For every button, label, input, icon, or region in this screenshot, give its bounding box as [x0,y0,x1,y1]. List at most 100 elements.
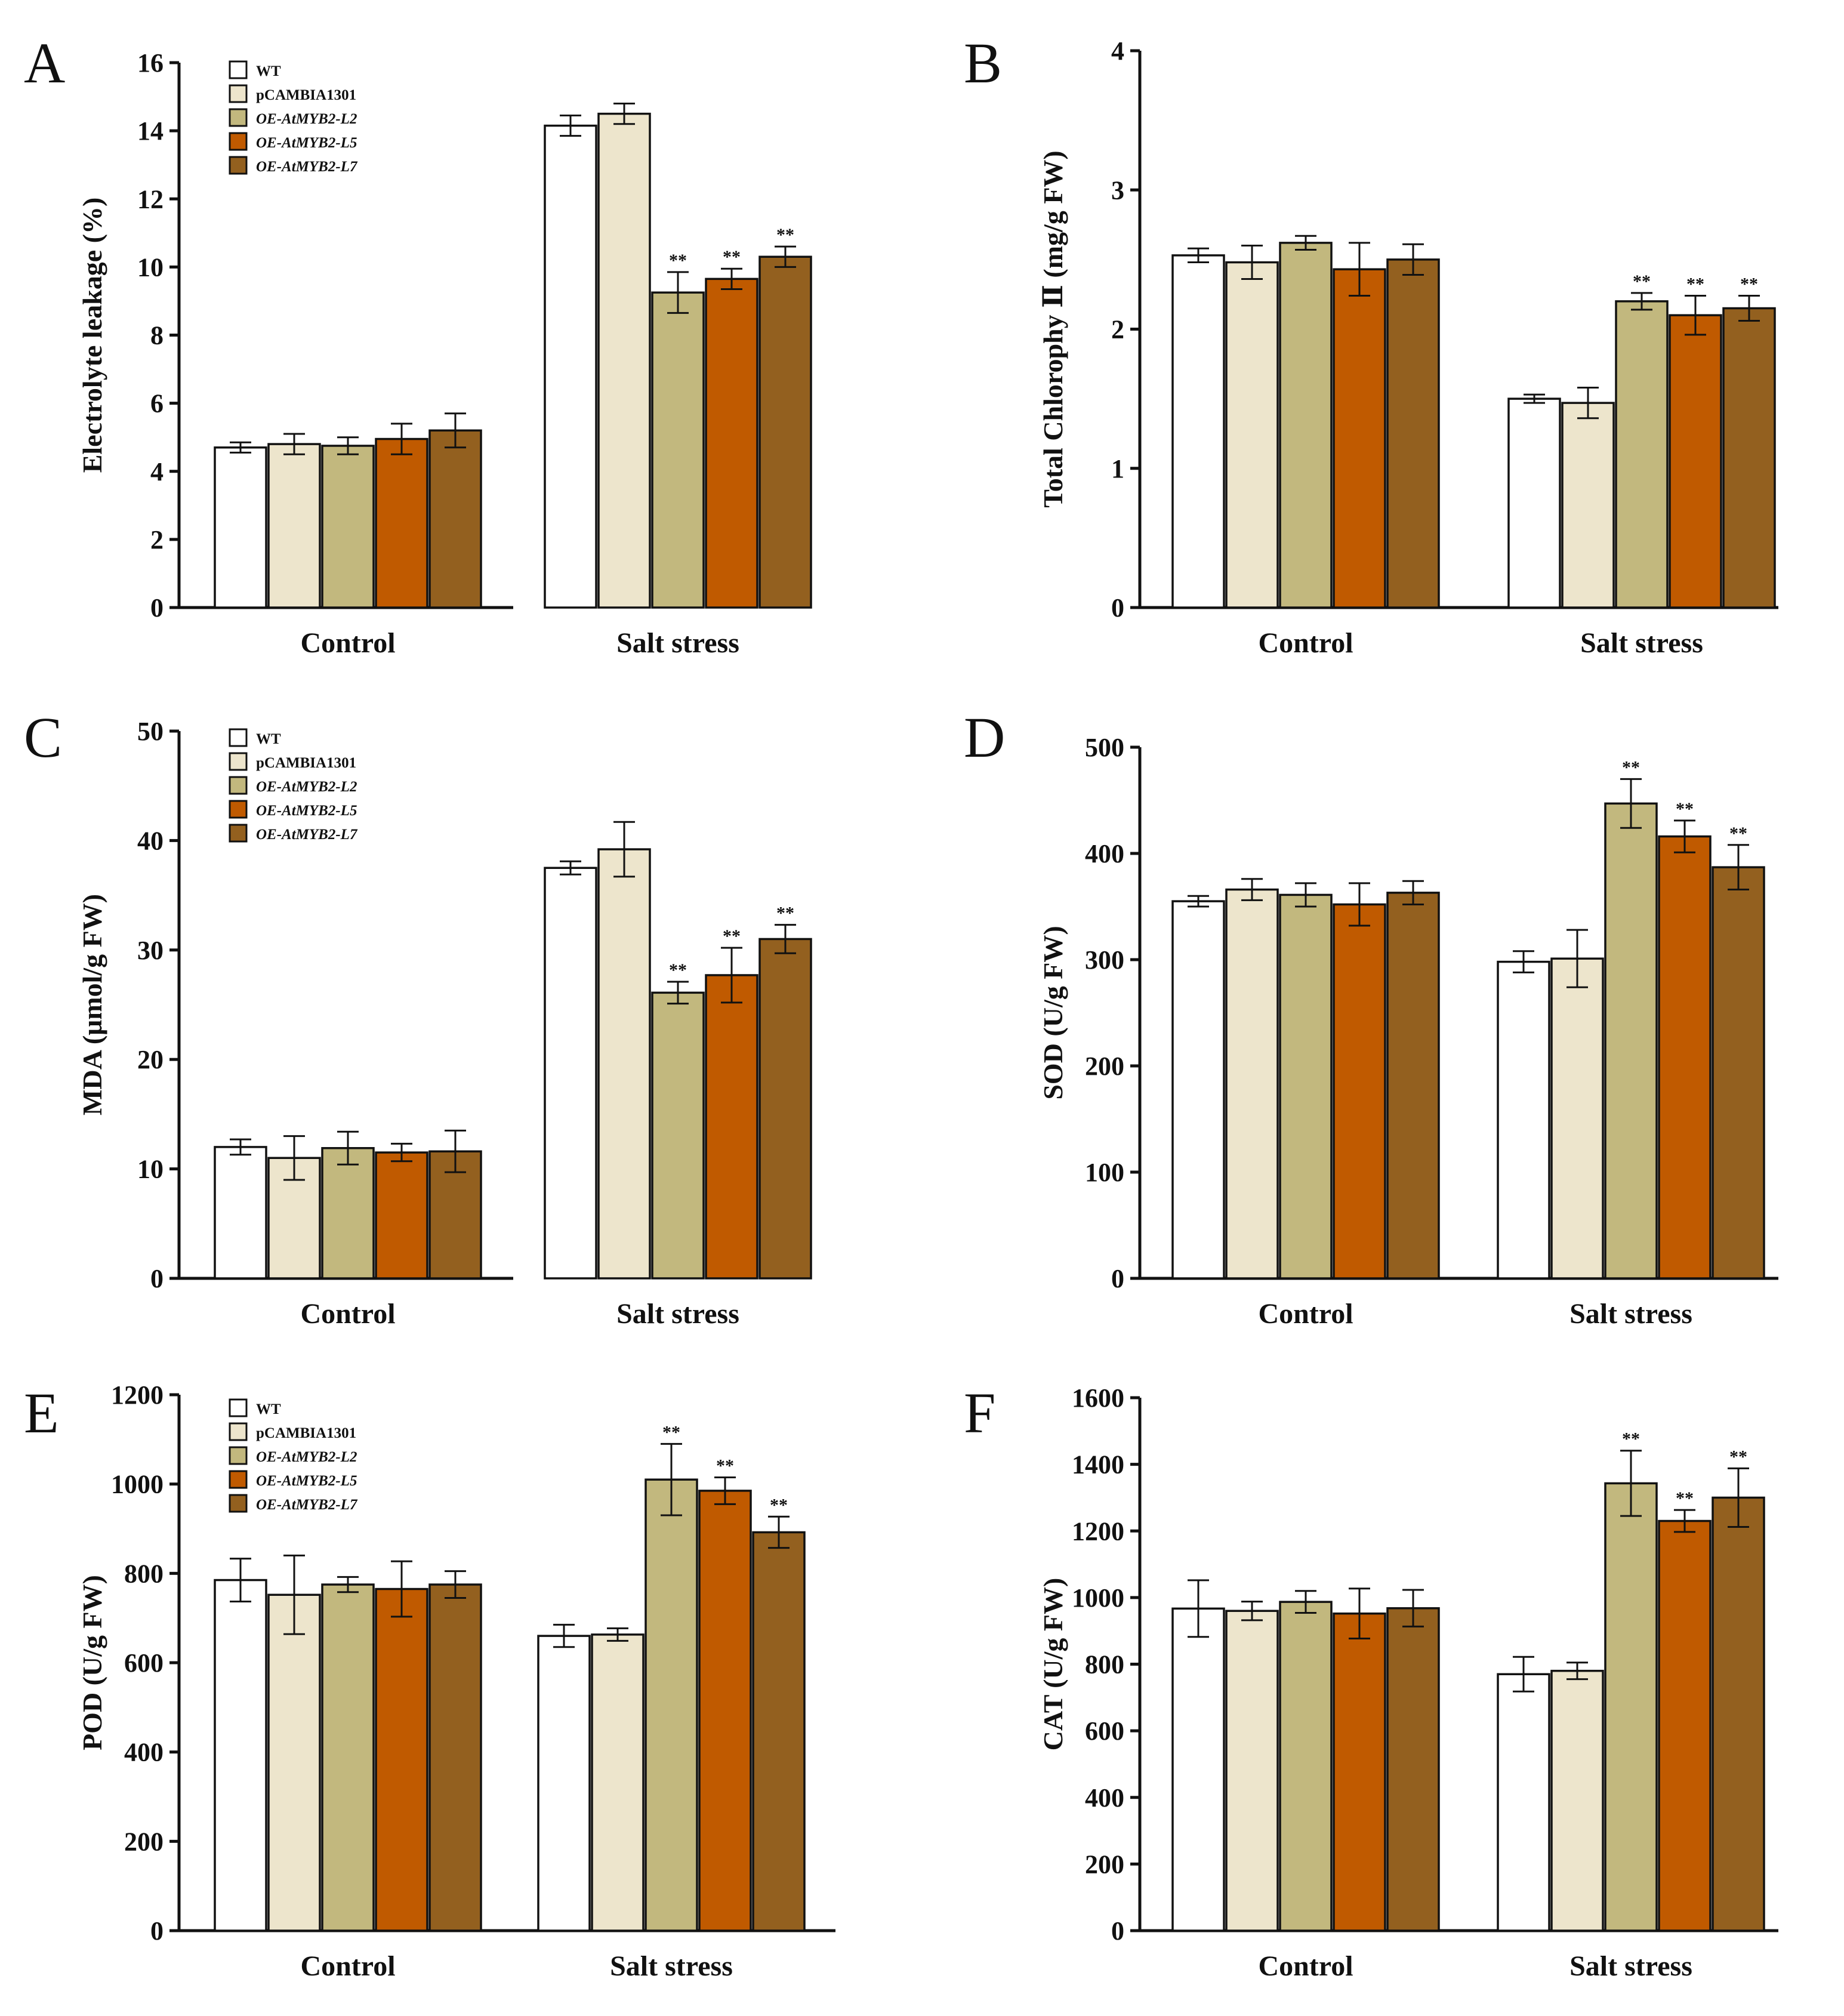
bar [1225,1610,1279,1932]
legend-swatch [229,156,248,175]
legend-label: OE-AtMYB2-L2 [256,111,357,127]
legend-swatch [229,800,248,819]
significance-marker: ** [1622,1429,1640,1449]
y-tick-label: 300 [1085,945,1124,975]
y-tick-label: 4 [1111,36,1124,66]
bar [1225,888,1279,1280]
legend-swatch [229,84,248,103]
x-category-label: Salt stress [610,1950,733,1982]
y-tick-label: 1000 [111,1470,164,1499]
bar [698,1490,752,1932]
y-tick-label: 50 [137,717,164,746]
bar [1712,1496,1765,1932]
y-axis-label: CAT (U/g FW) [1038,1578,1068,1751]
panel-d: D 0 100 200 300 400 500 SOD (U/g FW) Control ** **… [964,705,1778,1330]
legend-swatch [229,132,248,151]
bar [752,1531,806,1932]
legend-swatch [229,728,248,747]
y-tick-label: 12 [137,184,164,214]
bar [1497,960,1550,1280]
legend: WT pCAMBIA1301 OE-AtMYB2-L2 OE-AtMYB2-L5 OE-… [229,728,358,843]
significance-marker: ** [770,1495,788,1515]
bar [375,437,428,609]
y-tick-label: 1600 [1072,1383,1124,1413]
y-tick-label: 3 [1111,175,1124,205]
y-tick-label: 800 [124,1559,164,1588]
legend-label: pCAMBIA1301 [256,87,356,103]
x-category-label: Control [1258,627,1353,659]
significance-marker: ** [669,251,687,270]
bar [651,291,705,609]
y-tick-label: 40 [137,826,164,855]
legend-label: WT [256,731,281,747]
bar [537,1635,591,1932]
bar [597,112,651,609]
panel-a: A 0 2 4 6 8 10 12 14 16 Electrolyte leakage (%) Con… [24,31,812,659]
x-category-label: Salt stress [1569,1950,1692,1982]
y-tick-label: 400 [1085,1783,1124,1812]
bar [1507,397,1561,609]
bar [1561,402,1615,609]
y-tick-label: 0 [1111,593,1124,622]
bar [1386,258,1440,609]
y-axis-label: Total Chlorophy Ⅱ (mg/g FW) [1038,150,1068,508]
bar [1550,1669,1604,1932]
bar [267,443,321,609]
y-tick-label: 2 [1111,315,1124,344]
y-axis-label: Electrolyte leakage (%) [77,198,107,473]
legend-label: pCAMBIA1301 [256,755,356,771]
bar [321,1147,375,1280]
y-tick-label: 16 [137,48,164,78]
significance-marker: ** [723,247,741,267]
x-category-label: Salt stress [616,627,739,659]
y-tick-label: 10 [137,1155,164,1184]
legend-label: OE-AtMYB2-L5 [256,1473,357,1489]
y-tick-label: 100 [1085,1158,1124,1187]
legend-label: WT [256,63,281,79]
bar [1497,1673,1550,1932]
x-category-label: Salt stress [1580,627,1703,659]
bar [1279,1601,1333,1932]
legend-swatch [229,776,248,795]
bar [1171,900,1225,1280]
legend-swatch [229,752,248,771]
bar [1722,307,1776,609]
y-tick-label: 1 [1111,454,1124,483]
bar [758,938,812,1280]
y-axis-label: POD (U/g FW) [77,1575,107,1750]
legend-label: OE-AtMYB2-L7 [256,827,358,843]
y-tick-label: 400 [124,1738,164,1767]
bar [428,1583,482,1932]
y-tick-label: 1000 [1072,1583,1124,1613]
bar [544,124,597,609]
legend-label: pCAMBIA1301 [256,1425,356,1441]
significance-marker: ** [716,1456,734,1475]
panel-f: F 0 200 400 600 800 1000 1200 1400 1600 CAT (U/g F… [964,1381,1778,1982]
significance-marker: ** [1729,1447,1747,1466]
y-tick-label: 20 [137,1045,164,1074]
bar [1225,261,1279,609]
legend: WT pCAMBIA1301 OE-AtMYB2-L2 OE-AtMYB2-L5 OE-… [229,1398,358,1513]
legend-swatch [229,1422,248,1441]
bar [758,255,812,609]
bar [1279,242,1333,609]
bar [1386,892,1440,1280]
bar [375,1151,428,1280]
legend-swatch [229,1398,248,1417]
legend-label: OE-AtMYB2-L2 [256,1449,357,1465]
significance-marker: ** [1740,275,1758,294]
panel-c: C 0 10 20 30 40 50 MDA (μmol/g FW) Control ** ** **… [24,705,812,1330]
x-category-label: Salt stress [1569,1298,1692,1330]
y-tick-label: 0 [150,593,164,622]
bar [1333,903,1386,1280]
legend-swatch [229,60,248,79]
y-axis-label: SOD (U/g FW) [1038,926,1068,1099]
y-tick-label: 800 [1085,1650,1124,1679]
y-axis-label: MDA (μmol/g FW) [77,894,107,1115]
bar [1615,300,1669,609]
significance-marker: ** [1686,275,1704,294]
y-tick-label: 400 [1085,839,1124,868]
panel-letter: F [964,1381,995,1445]
y-tick-label: 14 [137,116,164,146]
y-tick-label: 1200 [111,1380,164,1410]
